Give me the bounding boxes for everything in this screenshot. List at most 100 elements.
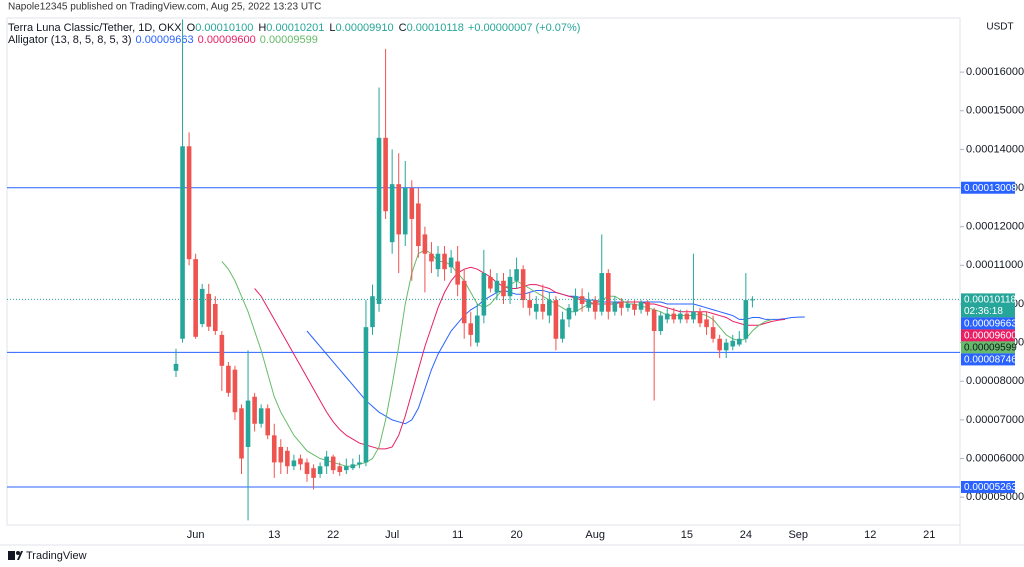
candle-body — [514, 269, 519, 281]
candle-body — [271, 435, 277, 463]
candle-body — [324, 456, 329, 467]
countdown-label: 02:36:18 — [964, 306, 1003, 317]
candle-body — [173, 363, 179, 371]
candle-body — [239, 408, 244, 459]
candle-body — [547, 300, 552, 316]
ohlc-value: 0.00010100 — [195, 22, 253, 34]
change: +0.00000007 (+0.07%) — [468, 22, 581, 34]
candle-body — [278, 446, 284, 463]
candle-body — [586, 300, 591, 308]
candle-body — [252, 396, 257, 424]
ohlc-key: L — [329, 22, 335, 34]
alligator-line — [254, 266, 786, 450]
indicator-label-box — [961, 317, 1015, 330]
candle-body — [560, 319, 565, 339]
candle-body — [579, 296, 585, 304]
candle-body — [717, 338, 722, 351]
candle-body — [743, 300, 749, 339]
candle-body — [429, 253, 434, 262]
candle-body — [488, 276, 493, 289]
candle-body — [370, 296, 375, 328]
y-tick-label: 0.00007000 — [966, 414, 1024, 426]
candle-body — [298, 458, 303, 465]
candle-body — [658, 315, 663, 332]
indicator-legend: Alligator (13, 8, 5, 8, 5, 3) 0.00009663 0… — [8, 34, 318, 46]
y-tick-label: 0.00006000 — [966, 452, 1024, 464]
indicator-name: Alligator (13, 8, 5, 8, 5, 3) — [8, 34, 132, 46]
candle-body — [232, 369, 238, 413]
candle-body — [422, 234, 428, 254]
candle-body — [592, 300, 598, 312]
candle-body — [193, 259, 198, 337]
candle-body — [678, 313, 683, 320]
indicator-value: 0.00009663 — [136, 34, 194, 46]
candle-body — [651, 309, 657, 332]
indicator-value: 0.00009600 — [198, 34, 256, 46]
candle-body — [213, 303, 218, 332]
x-tick-label: 24 — [740, 529, 752, 541]
ohlc-key: O — [187, 22, 196, 34]
candle-body — [180, 146, 185, 339]
candle-body — [455, 261, 460, 285]
y-tick-label: 0.00016000 — [966, 66, 1024, 78]
candle-body — [186, 146, 192, 260]
brand-logo — [8, 551, 23, 560]
x-tick-label: 12 — [864, 529, 876, 541]
candle-body — [730, 340, 736, 347]
candle-body — [409, 188, 415, 219]
candle-body — [219, 334, 225, 366]
candle-body — [612, 302, 618, 312]
indicator-label-box — [961, 341, 1015, 354]
price-label: 0.00013008 — [964, 183, 1017, 194]
brand: TradingView — [26, 550, 87, 562]
candle-body — [527, 300, 532, 308]
candle-body — [750, 299, 755, 301]
ohlc-value: 0.00009910 — [336, 22, 394, 34]
y-tick-label: 0.00011000 — [966, 259, 1023, 271]
indicator-label: 0.00009663 — [964, 319, 1017, 330]
x-tick-label: Sep — [788, 529, 808, 541]
candle-body — [619, 302, 624, 308]
price-label: 0.00005263 — [964, 482, 1017, 493]
candle-body — [520, 269, 526, 301]
candle-body — [416, 203, 421, 246]
candle-body — [337, 466, 343, 473]
candle-body — [448, 257, 454, 268]
candle-body — [199, 288, 205, 325]
candle-body — [376, 137, 382, 304]
candle-body — [344, 466, 349, 471]
price-label: 0.00008746 — [964, 355, 1017, 366]
ohlc-key: H — [258, 22, 266, 34]
ohlc-value: 0.00010201 — [266, 22, 324, 34]
candle-body — [645, 302, 650, 312]
candle-body — [468, 323, 474, 335]
candle-body — [396, 184, 401, 235]
logo-slash — [17, 551, 23, 560]
candle-body — [638, 302, 644, 310]
candle-body — [291, 460, 297, 467]
candle-body — [206, 293, 212, 327]
x-tick-label: 22 — [327, 529, 339, 541]
x-tick-label: 11 — [452, 529, 463, 541]
candle-body — [357, 462, 362, 465]
candle-body — [383, 137, 388, 212]
candle-body — [723, 342, 729, 351]
candle-body — [285, 450, 290, 467]
candle-body — [494, 280, 500, 293]
x-tick-label: 13 — [268, 529, 280, 541]
candle-body — [389, 184, 395, 243]
candle-body — [475, 315, 480, 343]
y-tick-label: 0.00005000 — [966, 491, 1024, 503]
logo-mark — [8, 551, 15, 560]
candle-body — [671, 313, 677, 320]
y-tick-label: 0.00008000 — [966, 375, 1024, 387]
candle-body — [625, 303, 631, 308]
ohlc-value: 0.00010118 — [407, 22, 464, 34]
candle-body — [330, 456, 336, 471]
candle-body — [481, 273, 487, 316]
ohlc-key: C — [399, 22, 407, 34]
last-price-label: 0.00010118 — [964, 295, 1017, 306]
y-tick-label: 0.00012000 — [966, 221, 1024, 233]
